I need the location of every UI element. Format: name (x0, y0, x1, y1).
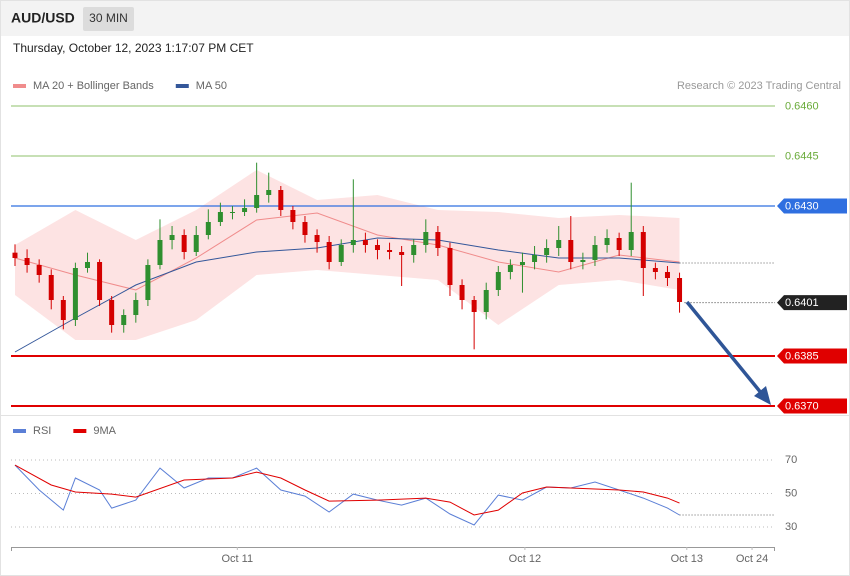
candle-body (84, 262, 90, 269)
header-bar (1, 1, 849, 36)
candle-body (169, 234, 175, 241)
candle-body (556, 240, 562, 249)
price-label-box (777, 295, 847, 311)
candle-body (254, 194, 260, 208)
candle-body (423, 231, 429, 246)
candle-body (483, 290, 489, 313)
candle-body (447, 248, 453, 286)
price-label: 0.6370 (785, 400, 819, 412)
candle-body (60, 300, 66, 321)
candle-body (544, 248, 550, 256)
price-label: 0.6445 (785, 150, 819, 162)
candle-body (616, 238, 622, 251)
price-label: 0.6385 (785, 350, 819, 362)
candle-body (205, 221, 211, 235)
candle-body (507, 265, 513, 273)
candle-body (664, 272, 670, 279)
price-label-box (777, 398, 847, 414)
x-tick-label: Oct 11 (222, 553, 254, 565)
candle-body (24, 258, 30, 266)
y-tick-label: 30 (785, 521, 797, 533)
candle-body (435, 231, 441, 249)
legend-swatch (175, 84, 189, 88)
x-tick-label: Oct 13 (671, 553, 703, 565)
candle-body (677, 278, 683, 303)
candle-body (495, 272, 501, 291)
candle-body (628, 231, 634, 251)
datetime: Thursday, October 12, 2023 1:17:07 PM CE… (13, 41, 254, 55)
candle-body (387, 250, 393, 253)
candle-body (471, 300, 477, 313)
candle-body (592, 245, 598, 261)
moving-average (14, 212, 680, 291)
y-tick-label: 50 (785, 487, 797, 499)
candle-body (121, 315, 127, 326)
x-tick-label: Oct 12 (509, 553, 541, 565)
price-label-box (777, 198, 847, 214)
timeframe-box (83, 7, 134, 31)
arrow-head (754, 386, 771, 405)
candle-body (314, 234, 320, 243)
candle-body (193, 234, 199, 253)
candle-body (411, 245, 417, 256)
candle-body (290, 209, 296, 222)
candle-body (109, 300, 115, 326)
bollinger-band (15, 170, 680, 340)
candle-body (12, 252, 18, 259)
legend-label: MA 50 (196, 80, 227, 92)
legend-label: RSI (33, 425, 51, 437)
indicator-line (14, 464, 680, 516)
timeframe: 30 MIN (89, 11, 128, 25)
candle-body (266, 189, 272, 195)
candle-body (568, 240, 574, 263)
legend-label: MA 20 + Bollinger Bands (33, 80, 154, 92)
legend-swatch (13, 84, 26, 88)
candle-body (459, 285, 465, 301)
candle-body (217, 211, 223, 222)
candle-body (97, 262, 103, 301)
candle-body (145, 265, 151, 301)
candle-body (362, 240, 368, 246)
legend-swatch (73, 429, 87, 433)
candle-body (519, 262, 525, 266)
candle-body (604, 238, 610, 246)
candle-body (532, 255, 538, 263)
candle-body (48, 275, 54, 301)
credit: Research © 2023 Trading Central (677, 80, 841, 92)
candle-body (652, 268, 658, 273)
candle-body (302, 221, 308, 235)
price-label: 0.6460 (785, 100, 819, 112)
candle-body (242, 207, 248, 212)
candle-body (580, 260, 586, 263)
candle-body (350, 240, 356, 246)
price-label: 0.6401 (785, 297, 819, 309)
candle-body (133, 300, 139, 316)
candle-body (72, 268, 78, 321)
x-tick-label: Oct 24 (736, 553, 768, 565)
candle-body (338, 245, 344, 263)
candle-body (640, 231, 646, 269)
legend-swatch (13, 429, 26, 433)
candle-body (399, 252, 405, 256)
candle-body (229, 211, 235, 213)
candle-body (157, 240, 163, 266)
candle-body (181, 234, 187, 253)
price-label: 0.6430 (785, 200, 819, 212)
candle-body (374, 245, 380, 251)
candle-body (278, 189, 284, 210)
legend-label: 9MA (93, 425, 116, 437)
forecast-arrow (685, 300, 771, 405)
candle-body (36, 265, 42, 276)
price-label-box (777, 348, 847, 364)
symbol: AUD/USD (11, 10, 75, 26)
arrow-shaft (685, 300, 764, 396)
candle-body (326, 242, 332, 263)
y-tick-label: 70 (785, 454, 797, 466)
indicator-line (14, 464, 680, 526)
